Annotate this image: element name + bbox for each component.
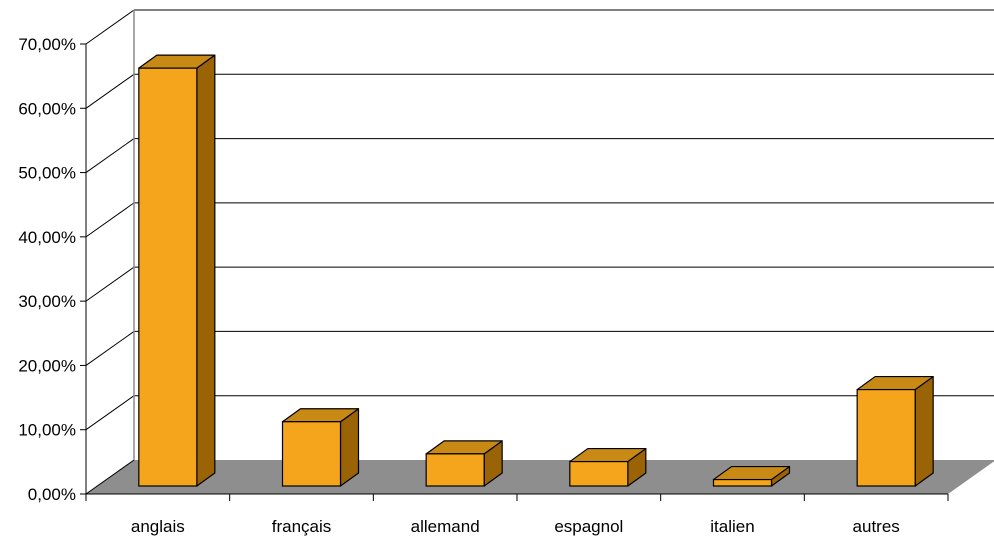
wall-diagonal — [85, 73, 135, 109]
x-tick-label: allemand — [411, 517, 480, 536]
x-tick-label: autres — [853, 517, 900, 536]
y-tick-label: 20,00% — [18, 356, 76, 375]
y-tick-label: 40,00% — [18, 228, 76, 247]
gridlines — [85, 9, 994, 495]
wall-diagonal — [85, 266, 135, 302]
x-axis — [85, 493, 949, 501]
wall-diagonal — [85, 202, 135, 238]
bar-autres — [856, 375, 934, 487]
y-tick-label: 60,00% — [18, 99, 76, 118]
bar-front-face — [569, 460, 629, 487]
bar-espagnol — [569, 447, 647, 487]
bar-front-face — [856, 388, 916, 487]
bar-italien — [712, 465, 791, 487]
wall-diagonal — [85, 9, 135, 45]
x-tick-label: espagnol — [554, 517, 623, 536]
bar-front-face — [138, 67, 198, 487]
bar-side-face — [914, 375, 934, 487]
x-tick-label: italien — [710, 517, 754, 536]
bar-front-face — [425, 453, 485, 487]
bar-allemand — [425, 440, 503, 487]
x-tick-label: français — [272, 517, 332, 536]
x-tick-label: anglais — [131, 517, 185, 536]
wall-diagonal — [85, 395, 135, 431]
back-wall — [134, 10, 994, 460]
y-tick-label: 0,00% — [28, 485, 76, 504]
bar-front-face — [281, 421, 342, 487]
bar-français — [281, 408, 360, 487]
bars — [138, 54, 934, 487]
y-tick-label: 10,00% — [18, 421, 76, 440]
wall-diagonal — [85, 138, 135, 173]
y-tick-label: 50,00% — [18, 164, 76, 183]
y-tick-label: 70,00% — [18, 35, 76, 54]
wall-diagonal — [85, 459, 135, 495]
x-tick-labels: anglais français allemand espagnol italien au… — [131, 517, 900, 536]
wall-diagonal — [85, 331, 135, 366]
y-tick-labels: 0,00% 10,00% 20,00% 30,00% 40,00% 50,00% 60,00… — [18, 35, 76, 504]
bar-side-face — [196, 54, 216, 487]
bar-front-face — [712, 478, 773, 487]
y-tick-label: 30,00% — [18, 292, 76, 311]
y-axis — [80, 43, 87, 495]
bar-anglais — [138, 54, 216, 487]
